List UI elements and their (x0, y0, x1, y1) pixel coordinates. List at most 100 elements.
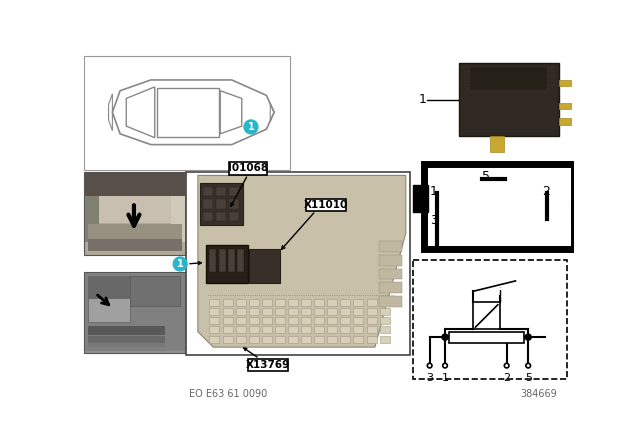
Bar (367, 308, 376, 315)
Bar (223, 336, 232, 343)
Bar (84, 172, 186, 255)
Text: I01068: I01068 (228, 164, 268, 173)
Bar (209, 249, 216, 271)
Bar (249, 336, 259, 343)
Bar (353, 299, 364, 306)
Bar (314, 299, 324, 306)
Text: 1: 1 (429, 185, 438, 198)
Bar (353, 308, 364, 315)
Bar (236, 308, 246, 315)
Bar (327, 299, 337, 306)
Bar (327, 317, 337, 324)
Bar (223, 317, 232, 324)
Bar (301, 299, 311, 306)
Bar (88, 336, 164, 343)
Bar (288, 317, 298, 324)
Bar (88, 196, 182, 223)
Circle shape (443, 363, 447, 368)
Bar (219, 249, 225, 271)
Bar (380, 326, 390, 333)
Bar (88, 343, 164, 347)
Bar (130, 276, 180, 306)
Bar (216, 199, 227, 208)
Bar (249, 326, 259, 333)
Polygon shape (198, 176, 406, 347)
Circle shape (428, 363, 432, 368)
Bar (314, 336, 324, 343)
Bar (84, 56, 291, 170)
Bar (262, 299, 272, 306)
Circle shape (504, 363, 509, 368)
Bar (223, 299, 232, 306)
Bar (237, 249, 244, 271)
Bar (379, 241, 402, 252)
Bar (340, 326, 350, 333)
Bar (301, 317, 311, 324)
Bar (340, 317, 350, 324)
Bar (490, 136, 504, 151)
Bar (236, 299, 246, 306)
Text: 1: 1 (248, 122, 254, 132)
Bar (223, 326, 232, 333)
Bar (249, 317, 259, 324)
Bar (301, 326, 311, 333)
Bar (86, 273, 185, 351)
Bar (379, 296, 402, 307)
Bar (327, 336, 337, 343)
Bar (353, 326, 364, 333)
Bar (248, 359, 288, 371)
Text: 2: 2 (542, 185, 550, 198)
Bar (230, 187, 239, 196)
Bar (186, 172, 410, 355)
Bar (314, 308, 324, 315)
Bar (200, 183, 243, 225)
Text: 1: 1 (442, 373, 449, 383)
Bar (460, 65, 557, 134)
Bar (88, 276, 130, 322)
Bar (380, 308, 390, 315)
Circle shape (526, 363, 531, 368)
Bar (301, 336, 311, 343)
Bar (559, 118, 570, 125)
Bar (353, 317, 364, 324)
Bar (84, 271, 186, 353)
Bar (228, 162, 267, 175)
Bar (230, 199, 239, 208)
Bar (262, 326, 272, 333)
Bar (459, 63, 559, 136)
Bar (380, 299, 390, 306)
Text: X11010: X11010 (303, 200, 348, 210)
Bar (236, 336, 246, 343)
Bar (288, 299, 298, 306)
Bar (367, 336, 376, 343)
Bar (413, 185, 428, 212)
Bar (470, 67, 547, 90)
Bar (204, 187, 213, 196)
Bar (379, 269, 402, 280)
Bar (449, 332, 524, 343)
Bar (209, 308, 220, 315)
Bar (314, 317, 324, 324)
Bar (379, 282, 402, 293)
Circle shape (244, 120, 258, 134)
Text: 2: 2 (503, 373, 510, 383)
Bar (88, 239, 182, 251)
Bar (216, 211, 227, 221)
Text: X13769: X13769 (246, 360, 290, 370)
Bar (209, 326, 220, 333)
Bar (275, 326, 285, 333)
Bar (380, 336, 390, 343)
Bar (204, 199, 213, 208)
Bar (249, 308, 259, 315)
Bar (301, 308, 311, 315)
Bar (413, 260, 566, 379)
Bar (473, 302, 500, 329)
Bar (379, 255, 402, 266)
Bar (367, 326, 376, 333)
Bar (367, 317, 376, 324)
Bar (209, 299, 220, 306)
Bar (314, 326, 324, 333)
Bar (353, 336, 364, 343)
Bar (327, 326, 337, 333)
Bar (275, 308, 285, 315)
